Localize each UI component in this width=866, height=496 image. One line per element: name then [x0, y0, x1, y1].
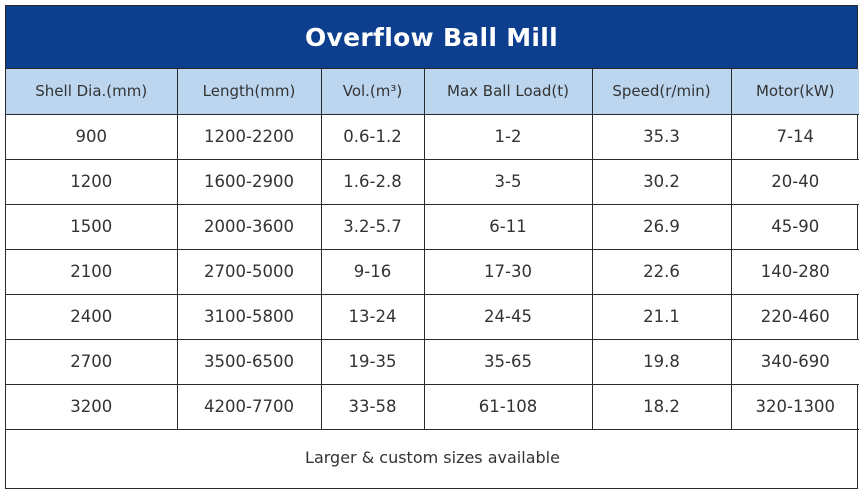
cell-motor: 320-1300: [730, 383, 859, 430]
cell-volume: 19-35: [320, 338, 425, 385]
cell-motor: 20-40: [730, 158, 859, 205]
cell-volume: 1.6-2.8: [320, 158, 425, 205]
cell-speed: 30.2: [591, 158, 732, 205]
cell-length: 3500-6500: [176, 338, 322, 385]
cell-volume: 9-16: [320, 248, 425, 295]
cell-volume: 3.2-5.7: [320, 203, 425, 250]
cell-length: 2000-3600: [176, 203, 322, 250]
cell-max-ball-load: 1-2: [423, 113, 593, 160]
cell-motor: 340-690: [730, 338, 859, 385]
header-motor: Motor(kW): [730, 69, 859, 115]
footer-row: Larger & custom sizes available: [6, 428, 859, 485]
table-row: 2400 3100-5800 13-24 24-45 21.1 220-460: [6, 293, 859, 340]
table-row: 1200 1600-2900 1.6-2.8 3-5 30.2 20-40: [6, 158, 859, 205]
cell-speed: 26.9: [591, 203, 732, 250]
cell-motor: 140-280: [730, 248, 859, 295]
cell-volume: 33-58: [320, 383, 425, 430]
header-shell-dia: Shell Dia.(mm): [6, 69, 178, 115]
cell-length: 3100-5800: [176, 293, 322, 340]
table-title: Overflow Ball Mill: [6, 6, 857, 69]
cell-length: 4200-7700: [176, 383, 322, 430]
cell-speed: 18.2: [591, 383, 732, 430]
cell-speed: 22.6: [591, 248, 732, 295]
cell-speed: 35.3: [591, 113, 732, 160]
header-max-ball-load: Max Ball Load(t): [423, 69, 593, 115]
cell-motor: 7-14: [730, 113, 859, 160]
table-row: 2100 2700-5000 9-16 17-30 22.6 140-280: [6, 248, 859, 295]
spec-table: Shell Dia.(mm) Length(mm) Vol.(m³) Max B…: [6, 69, 859, 485]
header-volume: Vol.(m³): [320, 69, 425, 115]
cell-shell-dia: 2400: [6, 293, 178, 340]
cell-volume: 13-24: [320, 293, 425, 340]
cell-speed: 19.8: [591, 338, 732, 385]
cell-shell-dia: 3200: [6, 383, 178, 430]
cell-length: 2700-5000: [176, 248, 322, 295]
cell-max-ball-load: 17-30: [423, 248, 593, 295]
footer-note: Larger & custom sizes available: [6, 428, 859, 485]
cell-shell-dia: 2100: [6, 248, 178, 295]
cell-max-ball-load: 6-11: [423, 203, 593, 250]
cell-length: 1200-2200: [176, 113, 322, 160]
table-row: 900 1200-2200 0.6-1.2 1-2 35.3 7-14: [6, 113, 859, 160]
cell-shell-dia: 900: [6, 113, 178, 160]
cell-shell-dia: 1200: [6, 158, 178, 205]
cell-max-ball-load: 24-45: [423, 293, 593, 340]
table-row: 2700 3500-6500 19-35 35-65 19.8 340-690: [6, 338, 859, 385]
cell-motor: 220-460: [730, 293, 859, 340]
table-row: 3200 4200-7700 33-58 61-108 18.2 320-130…: [6, 383, 859, 430]
header-row: Shell Dia.(mm) Length(mm) Vol.(m³) Max B…: [6, 69, 859, 115]
cell-max-ball-load: 35-65: [423, 338, 593, 385]
cell-shell-dia: 1500: [6, 203, 178, 250]
cell-length: 1600-2900: [176, 158, 322, 205]
cell-volume: 0.6-1.2: [320, 113, 425, 160]
table-row: 1500 2000-3600 3.2-5.7 6-11 26.9 45-90: [6, 203, 859, 250]
cell-speed: 21.1: [591, 293, 732, 340]
cell-max-ball-load: 61-108: [423, 383, 593, 430]
spec-table-container: Overflow Ball Mill Shell Dia.(mm) Length…: [5, 5, 859, 489]
cell-motor: 45-90: [730, 203, 859, 250]
cell-max-ball-load: 3-5: [423, 158, 593, 205]
cell-shell-dia: 2700: [6, 338, 178, 385]
header-speed: Speed(r/min): [591, 69, 732, 115]
header-length: Length(mm): [176, 69, 322, 115]
